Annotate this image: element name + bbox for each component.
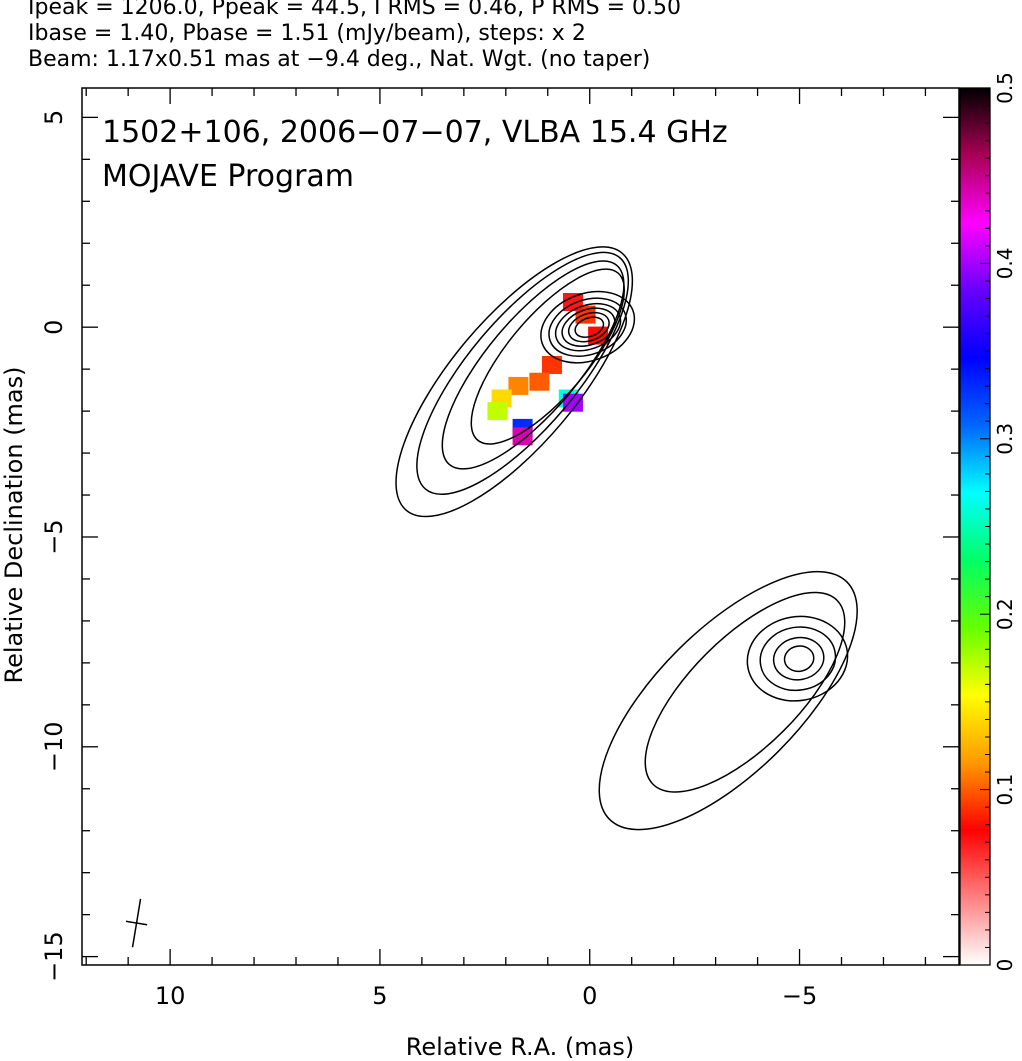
contour-polarization-component — [783, 645, 815, 673]
header-line-beam: Beam: 1.17x0.51 mas at −9.4 deg., Nat. W… — [28, 47, 651, 72]
map-title: 1502+106, 2006−07−07, VLBA 15.4 GHz — [102, 115, 728, 150]
x-axis-label: Relative R.A. (mas) — [406, 1033, 634, 1061]
x-tick-label: 0 — [582, 982, 597, 1010]
header-line-base: Ibase = 1.40, Pbase = 1.51 (mJy/beam), s… — [28, 21, 586, 46]
contour-core — [567, 311, 610, 343]
contour-core — [548, 297, 627, 357]
contour-core — [554, 302, 622, 352]
contour-polarization-component — [644, 591, 846, 793]
y-tick-label: 5 — [40, 110, 68, 125]
contour-core — [561, 307, 616, 347]
colorbar: 0 0.1 0.2 0.3 0.4 0.5 — [959, 72, 1017, 972]
header-line-stats: Ipeak = 1206.0, Ppeak = 44.5, I RMS = 0.… — [28, 0, 681, 20]
colorbar-tick-label: 0 — [993, 959, 1017, 972]
intensity-contours — [125, 246, 858, 948]
contour-polarization-component — [759, 626, 837, 692]
pol-pixel — [562, 393, 583, 412]
y-tick-label: −10 — [40, 721, 68, 772]
contour-core — [416, 251, 630, 496]
contour-core — [470, 268, 626, 445]
colorbar-tick-label: 0.3 — [993, 423, 1017, 455]
y-axis-label: Relative Declination (mas) — [0, 366, 28, 683]
x-tick-label: 10 — [155, 982, 186, 1010]
pol-pixel — [512, 427, 533, 446]
y-tick-label: −5 — [40, 519, 68, 554]
contour-core — [574, 316, 605, 338]
contour-core — [540, 290, 636, 364]
contour-polarization-component — [598, 570, 858, 831]
x-tick-label: −5 — [782, 982, 817, 1010]
map-subtitle: MOJAVE Program — [102, 159, 354, 194]
pol-pixel — [541, 355, 562, 374]
fractional-polarization-image — [487, 293, 609, 446]
colorbar-tick-label: 0.5 — [993, 72, 1017, 104]
pol-pixel — [487, 402, 508, 421]
pol-pixel — [508, 376, 529, 395]
x-tick-label: 5 — [372, 982, 387, 1010]
plot-frame — [81, 87, 960, 966]
y-tick-label: 0 — [40, 320, 68, 335]
axes: 10 5 0 −5 5 0 −5 −10 −15 — [40, 87, 960, 1010]
contour-polarization-component — [746, 615, 849, 702]
colorbar-tick-label: 0.4 — [993, 247, 1017, 279]
beam-minor-axis — [125, 920, 148, 926]
pol-pixel — [529, 372, 550, 391]
colorbar-tick-label: 0.1 — [993, 774, 1017, 806]
colorbar-tick-label: 0.2 — [993, 598, 1017, 630]
contour-polarization-component — [772, 636, 825, 681]
contour-core — [395, 246, 634, 518]
contour-core — [441, 260, 625, 470]
y-tick-label: −15 — [40, 931, 68, 982]
